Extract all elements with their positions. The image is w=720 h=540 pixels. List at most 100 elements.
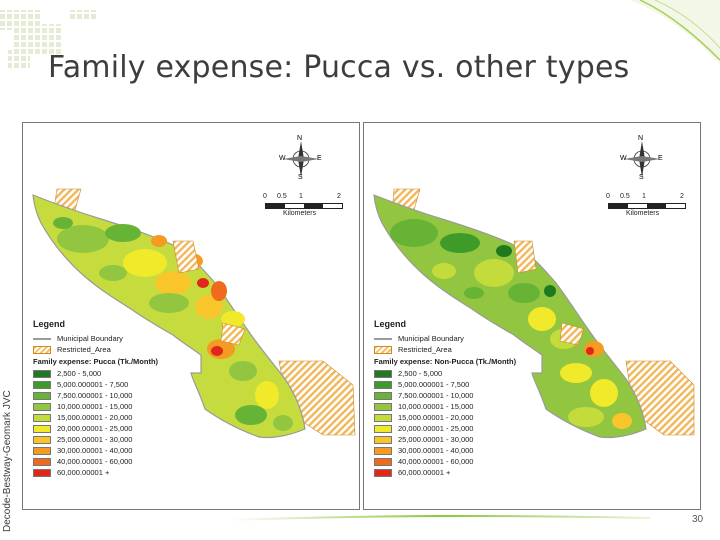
corner-swoosh-decoration [630, 0, 720, 64]
legend-row-restricted: Restricted_Area [33, 344, 233, 355]
compass-rose-icon [624, 141, 660, 177]
map-panel-pucca: N S W E 0 0.5 1 2 Kilometers Legend Muni… [22, 122, 360, 510]
legend-class-label: 10,000.00001 - 15,000 [57, 402, 133, 411]
page-number: 30 [692, 514, 704, 525]
legend-class-row: 60,000.00001 + [33, 467, 233, 478]
slide-title: Family expense: Pucca vs. other types [48, 50, 630, 85]
east-label: E [658, 155, 663, 162]
legend-class-label: 20,000.00001 - 25,000 [57, 424, 133, 433]
scale-tick: 0.5 [620, 193, 630, 200]
legend-color-swatch [33, 435, 51, 444]
legend-class-list: 2,500 - 5,000 5,000.000001 - 7,500 7,500.0… [374, 368, 574, 478]
east-label: E [317, 155, 322, 162]
legend-label: Restricted_Area [57, 345, 111, 354]
legend-class-label: 25,000.00001 - 30,000 [57, 435, 133, 444]
north-label: N [297, 135, 303, 142]
west-label: W [279, 155, 286, 162]
legend-class-label: 15,000.00001 - 20,000 [57, 413, 133, 422]
legend-color-swatch [33, 391, 51, 400]
legend-class-row: 15,000.00001 - 20,000 [374, 412, 574, 423]
scale-tick: 2 [337, 193, 341, 200]
legend-title: Legend [374, 319, 407, 329]
legend-row-boundary: Municipal Boundary [374, 333, 574, 344]
legend-class-label: 60,000.00001 + [57, 468, 110, 477]
legend-color-swatch [374, 402, 392, 411]
legend-color-swatch [374, 446, 392, 455]
legend-color-swatch [374, 413, 392, 422]
legend-color-swatch [33, 413, 51, 422]
legend-class-row: 10,000.00001 - 15,000 [33, 401, 233, 412]
map-pucca [32, 188, 356, 439]
legend-class-row: 2,500 - 5,000 [374, 368, 574, 379]
corner-dot-pattern [0, 10, 98, 68]
restricted-area [559, 322, 585, 346]
legend-class-row: 25,000.00001 - 30,000 [374, 434, 574, 445]
scale-tick: 0.5 [277, 193, 287, 200]
north-arrow: N S W E [279, 135, 323, 181]
footer-accent-line [230, 515, 650, 521]
legend-class-row: 20,000.00001 - 25,000 [374, 423, 574, 434]
boundary-swatch [33, 337, 51, 340]
south-label: S [639, 174, 644, 181]
legend-class-label: 5,000.000001 - 7,500 [398, 380, 470, 389]
legend-class-row: 2,500 - 5,000 [33, 368, 233, 379]
legend-label: Restricted_Area [398, 345, 452, 354]
legend-class-list: 2,500 - 5,000 5,000.000001 - 7,500 7,500.0… [33, 368, 233, 478]
legend-row-restricted: Restricted_Area [374, 344, 574, 355]
scale-tick: 2 [680, 193, 684, 200]
legend-class-row: 60,000.00001 + [374, 467, 574, 478]
restricted-area [513, 240, 537, 274]
map-panel-non-pucca: N S W E 0 0.5 1 2 Kilometers Legend Muni… [363, 122, 701, 510]
legend-class-row: 25,000.00001 - 30,000 [33, 434, 233, 445]
legend-label: Municipal Boundary [398, 334, 464, 343]
legend-class-label: 7,500.000001 - 10,000 [398, 391, 474, 400]
legend-class-row: 40,000.00001 - 60,000 [374, 456, 574, 467]
restricted-swatch [374, 345, 392, 354]
legend-color-swatch [374, 468, 392, 477]
legend-class-row: 20,000.00001 - 25,000 [33, 423, 233, 434]
map-legend: Legend Municipal Boundary Restricted_Are… [374, 319, 574, 478]
legend-class-row: 15,000.00001 - 20,000 [33, 412, 233, 423]
legend-class-label: 20,000.00001 - 25,000 [398, 424, 474, 433]
legend-color-swatch [374, 424, 392, 433]
legend-class-label: 30,000.00001 - 40,000 [57, 446, 133, 455]
map-legend: Legend Municipal Boundary Restricted_Are… [33, 319, 233, 478]
boundary-swatch [374, 337, 392, 340]
legend-class-row: 40,000.00001 - 60,000 [33, 456, 233, 467]
scale-tick: 1 [299, 193, 303, 200]
legend-color-swatch [33, 424, 51, 433]
legend-class-label: 7,500.000001 - 10,000 [57, 391, 133, 400]
legend-class-label: 60,000.00001 + [398, 468, 451, 477]
restricted-area [172, 240, 200, 274]
legend-color-swatch [33, 468, 51, 477]
legend-class-label: 2,500 - 5,000 [398, 369, 443, 378]
west-label: W [620, 155, 627, 162]
choropleth-zones [390, 219, 632, 429]
legend-class-row: 5,000.000001 - 7,500 [374, 379, 574, 390]
scale-bar-graphic [265, 203, 343, 209]
legend-color-swatch [33, 380, 51, 389]
scale-tick: 0 [263, 193, 267, 200]
compass-rose-icon [283, 141, 319, 177]
legend-color-swatch [33, 446, 51, 455]
legend-class-label: 30,000.00001 - 40,000 [398, 446, 474, 455]
legend-class-row: 10,000.00001 - 15,000 [374, 401, 574, 412]
restricted-swatch [33, 345, 51, 354]
legend-class-label: 10,000.00001 - 15,000 [398, 402, 474, 411]
legend-class-label: 40,000.00001 - 60,000 [398, 457, 474, 466]
restricted-area [220, 322, 246, 346]
scale-tick: 1 [642, 193, 646, 200]
north-arrow: N S W E [620, 135, 664, 181]
legend-class-row: 7,500.000001 - 10,000 [374, 390, 574, 401]
legend-class-row: 30,000.00001 - 40,000 [33, 445, 233, 456]
legend-color-swatch [374, 435, 392, 444]
north-label: N [638, 135, 644, 142]
legend-label: Municipal Boundary [57, 334, 123, 343]
legend-color-swatch [374, 380, 392, 389]
legend-color-swatch [33, 369, 51, 378]
legend-class-row: 7,500.000001 - 10,000 [33, 390, 233, 401]
legend-class-label: 25,000.00001 - 30,000 [398, 435, 474, 444]
legend-class-row: 30,000.00001 - 40,000 [374, 445, 574, 456]
legend-class-label: 2,500 - 5,000 [57, 369, 102, 378]
map-non-pucca [373, 188, 695, 439]
